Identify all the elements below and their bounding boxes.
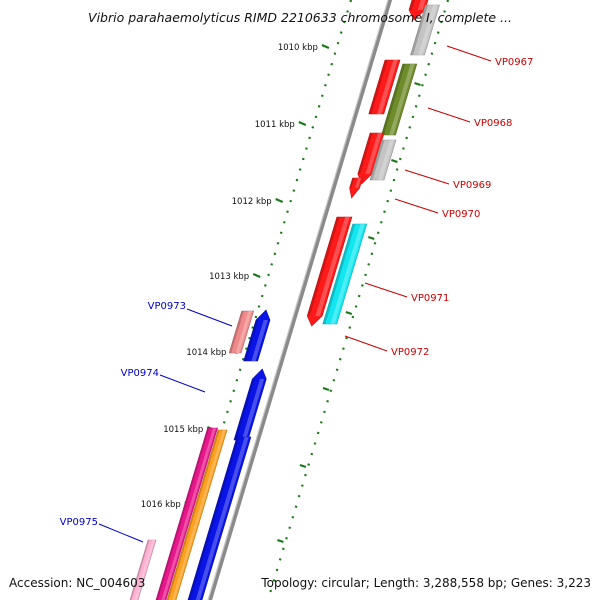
gene-label-vp0973[interactable]: VP0973 [148, 301, 186, 312]
tick-mark [322, 386, 330, 392]
callout-line [404, 169, 450, 185]
gene-pink-block[interactable] [124, 539, 157, 600]
tick-label: 1010 kbp [278, 43, 318, 53]
gene-vp0970-block[interactable] [349, 177, 364, 199]
tick-mark [298, 120, 307, 127]
gene-vp0967-gray-block[interactable] [410, 4, 440, 56]
gene-vp0971-block[interactable] [322, 223, 368, 325]
gene-label-vp0970[interactable]: VP0970 [442, 209, 480, 220]
tick-label: 1015 kbp [163, 425, 203, 435]
gene-label-vp0968[interactable]: VP0968 [474, 118, 512, 129]
tick-mark [275, 197, 284, 204]
callout-line [394, 198, 439, 214]
map-title: Vibrio parahaemolyticus RIMD 2210633 chr… [88, 10, 512, 25]
tick-mark [299, 463, 307, 469]
gene-vp0975-orange-block[interactable] [161, 429, 228, 600]
callout-line [427, 107, 471, 123]
tick-mark [252, 272, 261, 279]
chromosome-backbone-highlight [207, 0, 389, 600]
callout-line [186, 308, 233, 327]
tick-mark [345, 310, 353, 316]
gene-label-vp0972[interactable]: VP0972 [391, 347, 429, 358]
gene-vp0973-blue-block[interactable] [243, 309, 271, 362]
gene-label-vp0975[interactable]: VP0975 [60, 517, 98, 528]
tick-label: 1013 kbp [209, 272, 249, 282]
gene-vp0971-red-block[interactable] [306, 216, 353, 327]
gene-vp0968-block[interactable] [381, 63, 418, 136]
gene-vp0973-block[interactable] [228, 310, 255, 354]
gene-vp0967-block[interactable] [408, 0, 430, 21]
tick-label: 1014 kbp [186, 348, 226, 358]
tick-label: 1016 kbp [141, 500, 181, 510]
tick-label: 1011 kbp [255, 120, 295, 130]
gene-label-vp0974[interactable]: VP0974 [121, 368, 159, 379]
callout-line [159, 374, 206, 393]
gene-vp0975-blue-block[interactable] [182, 436, 252, 600]
callout-line [344, 335, 388, 352]
gene-vp0968-red-block[interactable] [368, 59, 401, 115]
tick-mark [414, 81, 421, 87]
gene-vp0969-block[interactable] [369, 139, 397, 181]
gene-label-vp0967[interactable]: VP0967 [495, 57, 533, 68]
topology-label: Topology: circular; Length: 3,288,558 bp… [261, 576, 591, 590]
gene-vp0969-red-block[interactable] [357, 132, 385, 185]
accession-label: Accession: NC_004603 [9, 576, 146, 590]
gene-vp0975-block[interactable] [150, 427, 219, 600]
tick-mark [277, 538, 284, 544]
chromosome-backbone [207, 0, 393, 600]
tick-mark [367, 235, 375, 241]
callout-line [446, 45, 492, 62]
tick-label: 1012 kbp [232, 197, 272, 207]
tick-mark [321, 43, 330, 50]
tick-mark [391, 158, 398, 164]
gene-label-vp0969[interactable]: VP0969 [453, 180, 491, 191]
gene-label-vp0971[interactable]: VP0971 [411, 293, 449, 304]
callout-line [98, 523, 144, 543]
gene-vp0974-block[interactable] [233, 368, 267, 441]
callout-line [364, 282, 408, 298]
